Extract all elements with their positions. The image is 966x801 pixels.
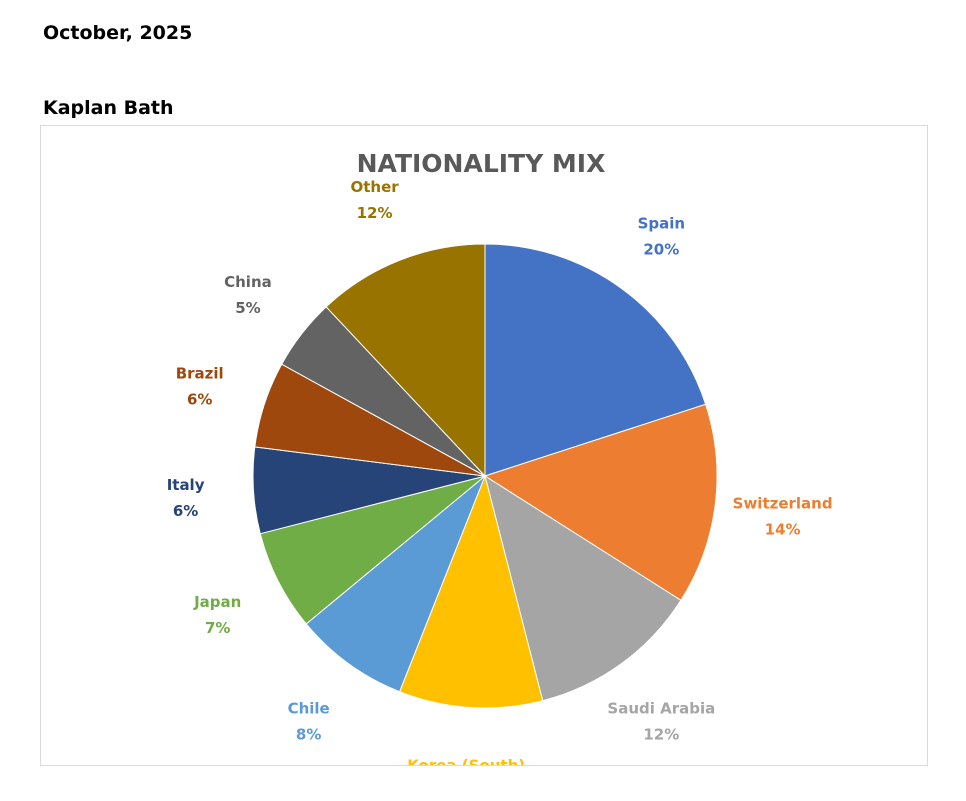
pie-slice-other xyxy=(325,243,486,478)
data-label-percent: 12% xyxy=(357,204,393,222)
data-label-percent: 8% xyxy=(296,726,321,744)
pie-slice-chile xyxy=(305,475,486,693)
data-label-chile: Chile 8% xyxy=(288,700,330,744)
slices-layer xyxy=(252,243,718,709)
data-label-china: China 5% xyxy=(224,273,272,317)
data-label-switzerland: Switzerland 14% xyxy=(733,495,833,539)
chart-title: NATIONALITY MIX xyxy=(357,149,606,178)
data-label-name: Italy xyxy=(167,476,205,494)
data-label-name: Saudi Arabia xyxy=(607,700,715,718)
data-label-name: Korea (South) xyxy=(407,756,525,765)
pie-slice-japan xyxy=(259,475,486,625)
data-label-percent: 6% xyxy=(173,502,198,520)
data-label-other: Other 12% xyxy=(350,178,399,222)
chart-area: NATIONALITY MIX Spain 20% Switzerland 14% Sa… xyxy=(40,125,928,766)
data-label-korea-south: Korea (South)10% xyxy=(407,756,525,765)
pie-slice-saudi-arabia xyxy=(484,474,682,702)
school-name: Kaplan Bath xyxy=(43,97,174,119)
data-label-percent: 5% xyxy=(235,299,260,317)
pie-slice-korea-south xyxy=(398,474,544,709)
data-label-italy: Italy 6% xyxy=(167,476,205,520)
data-label-brazil: Brazil 6% xyxy=(176,364,224,408)
data-label-name: Switzerland xyxy=(733,495,833,513)
data-label-name: China xyxy=(224,273,272,291)
data-label-japan: Japan 7% xyxy=(193,593,241,637)
report-date: October, 2025 xyxy=(43,22,193,44)
data-label-name: Brazil xyxy=(176,364,224,382)
data-label-percent: 14% xyxy=(765,521,801,539)
pie-slice-switzerland xyxy=(483,403,718,602)
data-label-spain: Spain 20% xyxy=(638,214,685,258)
pie-slice-spain xyxy=(484,243,707,477)
data-label-percent: 6% xyxy=(187,390,212,408)
data-label-name: Other xyxy=(350,178,399,196)
data-label-percent: 12% xyxy=(643,726,679,744)
data-label-name: Spain xyxy=(638,214,685,232)
data-label-percent: 7% xyxy=(205,619,230,637)
data-label-percent: 20% xyxy=(643,240,679,258)
data-label-saudi-arabia: Saudi Arabia 12% xyxy=(607,700,715,744)
data-label-name: Chile xyxy=(288,700,330,718)
labels-layer: Spain 20% Switzerland 14% Saudi Arabia 12% Kor… xyxy=(167,178,833,765)
data-label-name: Japan xyxy=(193,593,241,611)
pie-chart: NATIONALITY MIX Spain 20% Switzerland 14% Sa… xyxy=(167,149,833,765)
